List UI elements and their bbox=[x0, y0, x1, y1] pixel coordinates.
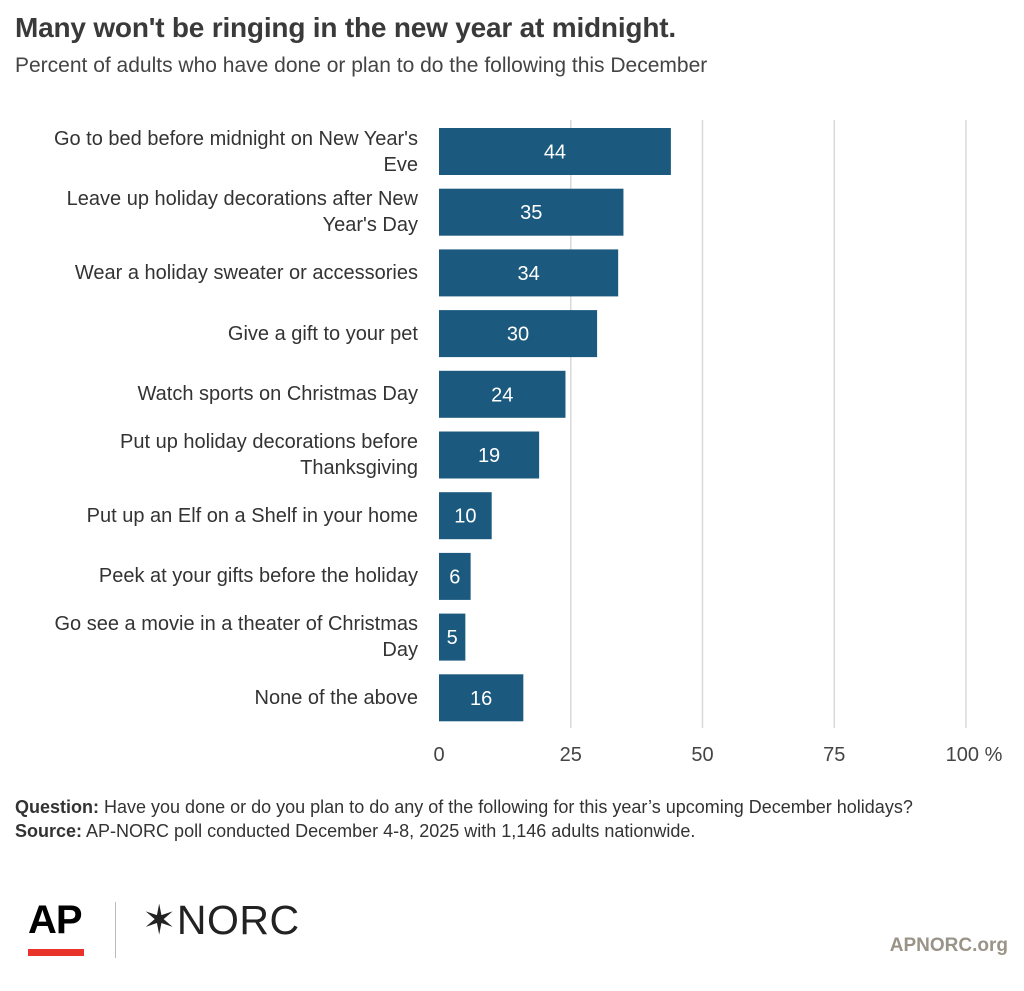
ap-logo-underline bbox=[28, 949, 84, 956]
site-link[interactable]: APNORC.org bbox=[889, 935, 1008, 956]
logo-divider bbox=[115, 902, 116, 958]
category-label-line: Leave up holiday decorations after New bbox=[66, 188, 418, 211]
category-label: Peek at your gifts before the holiday bbox=[8, 563, 418, 589]
chart-notes: Question: Have you done or do you plan t… bbox=[15, 795, 1005, 843]
category-label-line: Go to bed before midnight on New Year's bbox=[53, 127, 418, 150]
category-label: Wear a holiday sweater or accessories bbox=[8, 260, 418, 286]
ap-logo: AP bbox=[28, 898, 83, 942]
category-label: None of the above bbox=[8, 685, 418, 711]
x-tick-label: 75 bbox=[823, 744, 845, 766]
category-label: Give a gift to your pet bbox=[8, 321, 418, 347]
category-label: Put up holiday decorations before Thanksg… bbox=[8, 429, 418, 481]
category-label-line: Put up an Elf on a Shelf in your home bbox=[86, 504, 418, 527]
category-label: Put up an Elf on a Shelf in your home bbox=[8, 503, 418, 529]
category-label-line: Eve bbox=[383, 153, 418, 176]
bar bbox=[439, 674, 524, 722]
question-label: Question: bbox=[15, 797, 99, 817]
bar bbox=[439, 431, 540, 479]
category-label-line: Go see a movie in a theater of Christmas bbox=[54, 613, 419, 636]
bar-value-label: 16 bbox=[470, 688, 492, 710]
bar bbox=[439, 370, 566, 418]
category-label-line: Year's Day bbox=[322, 214, 418, 237]
bar-value-label: 6 bbox=[449, 566, 460, 588]
chart-title: Many won't be ringing in the new year at… bbox=[15, 12, 676, 43]
bar-value-label: 35 bbox=[520, 202, 542, 224]
category-label-line: None of the above bbox=[254, 686, 418, 709]
bar-chart: 0 25 50 75 100 % 44 35 34 30 24 19 10 6 5 16 bbox=[433, 120, 1003, 766]
bar bbox=[439, 128, 671, 175]
bar bbox=[439, 249, 619, 297]
source-text: AP-NORC poll conducted December 4-8, 202… bbox=[86, 821, 696, 841]
x-tick-label: 50 bbox=[691, 744, 713, 766]
bar bbox=[439, 310, 598, 358]
category-label-line: Wear a holiday sweater or accessories bbox=[74, 261, 418, 284]
bar bbox=[439, 613, 466, 661]
bar-value-label: 5 bbox=[447, 627, 458, 649]
category-label-line: Watch sports on Christmas Day bbox=[137, 383, 418, 406]
category-label: Leave up holiday decorations after New Ye… bbox=[8, 186, 418, 238]
bar bbox=[439, 492, 492, 540]
category-label: Go see a movie in a theater of Christmas… bbox=[8, 611, 419, 663]
norc-logo: ✶NORC bbox=[142, 897, 300, 943]
bar-value-label: 10 bbox=[454, 506, 476, 528]
category-label-line: Give a gift to your pet bbox=[227, 322, 418, 345]
source-note: Source: AP-NORC poll conducted December … bbox=[15, 819, 1005, 843]
bar-value-label: 30 bbox=[507, 324, 529, 346]
bar bbox=[439, 552, 471, 600]
source-label: Source: bbox=[15, 821, 83, 841]
bar bbox=[439, 188, 624, 236]
category-label: Watch sports on Christmas Day bbox=[8, 381, 418, 407]
question-text: Have you done or do you plan to do any o… bbox=[104, 797, 913, 817]
x-tick-label: 25 bbox=[560, 744, 582, 766]
x-tick-label: 0 bbox=[433, 744, 444, 766]
bar-value-label: 34 bbox=[517, 263, 539, 285]
question-note: Question: Have you done or do you plan t… bbox=[15, 795, 1005, 819]
category-label: Go to bed before midnight on New Year's E… bbox=[8, 126, 418, 178]
bar-value-label: 24 bbox=[491, 384, 513, 406]
bar-value-label: 44 bbox=[544, 142, 566, 164]
category-label-line: Thanksgiving bbox=[300, 457, 418, 479]
category-label-line: Put up holiday decorations before bbox=[120, 431, 418, 453]
category-label-line: Day bbox=[382, 639, 418, 662]
x-tick-label: 100 % bbox=[946, 744, 1003, 766]
bar-value-label: 19 bbox=[478, 445, 500, 467]
category-label-line: Peek at your gifts before the holiday bbox=[98, 565, 418, 588]
chart-subtitle: Percent of adults who have done or plan … bbox=[15, 54, 708, 77]
